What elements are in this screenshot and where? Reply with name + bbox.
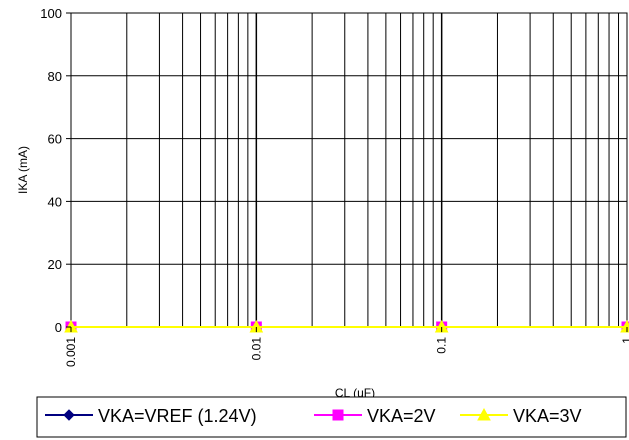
legend-item: VKA=VREF (1.24V) [45, 406, 257, 426]
y-tick-label: 20 [48, 257, 62, 272]
data-point [477, 407, 491, 421]
series-triangle [64, 319, 629, 333]
legend-box [36, 396, 627, 438]
y-tick-label: 80 [48, 69, 62, 84]
y-tick-label: 60 [48, 132, 62, 147]
legend-label: VKA=3V [513, 406, 582, 426]
x-tick-label: 0.01 [249, 337, 263, 361]
x-tick-label: 0.1 [435, 337, 449, 354]
legend-item: VKA=3V [460, 406, 582, 426]
plot-area-frame [70, 12, 628, 328]
legend-label: VKA=2V [367, 406, 436, 426]
series-layer [64, 319, 629, 333]
data-point [63, 409, 75, 421]
y-axis-title: IKA (mA) [16, 146, 30, 194]
x-tick-label: 0.001 [64, 337, 78, 367]
legend: VKA=VREF (1.24V) VKA=2V VKA=3V [36, 396, 627, 438]
x-axis-ticks: 0.001 0.01 0.1 1 [64, 327, 629, 367]
legend-item: VKA=2V [314, 406, 436, 426]
y-axis-ticks: 0 20 40 60 80 100 [40, 6, 71, 335]
y-tick-label: 100 [40, 6, 62, 21]
y-tick-label: 0 [55, 320, 62, 335]
legend-label: VKA=VREF (1.24V) [98, 406, 257, 426]
data-point [332, 409, 344, 421]
y-tick-label: 40 [48, 194, 62, 209]
grid-lines [71, 13, 627, 327]
x-tick-label: 1 [620, 337, 629, 344]
